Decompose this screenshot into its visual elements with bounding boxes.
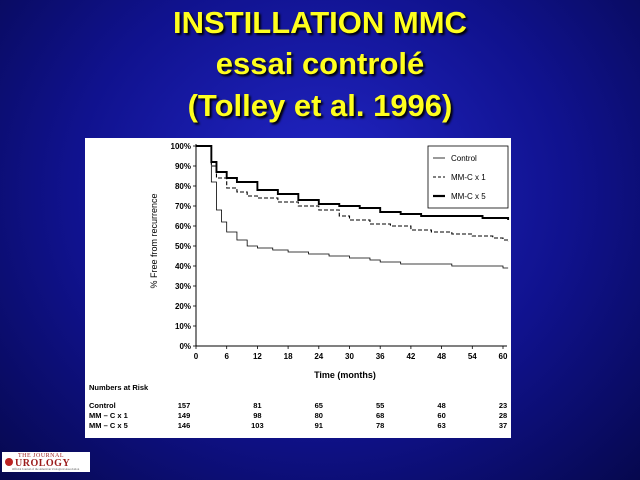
y-tick-label: 90% — [175, 162, 191, 171]
risk-row-mmc-x5-value: 63 — [437, 421, 445, 430]
risk-row-mmc-x5-value: 78 — [376, 421, 384, 430]
y-tick-label: 10% — [175, 322, 191, 331]
y-tick-label: 60% — [175, 222, 191, 231]
risk-row-control-value: 81 — [253, 401, 261, 410]
risk-row-mmc-x1-value: 98 — [253, 411, 261, 420]
risk-row-mmc-x1-value: 80 — [315, 411, 323, 420]
risk-row-mmc-x1-value: 68 — [376, 411, 384, 420]
risk-row-control-value: 65 — [315, 401, 323, 410]
risk-row-control-value: 23 — [499, 401, 507, 410]
x-tick-label: 60 — [499, 352, 508, 361]
y-axis-label: % Free from recurrence — [149, 193, 159, 288]
numbers-at-risk-table: Numbers at Risk Control 157 81 65 55 48 23 MM –… — [89, 383, 507, 430]
x-tick-label: 30 — [345, 352, 354, 361]
risk-row-mmc-x1-label: MM – C x 1 — [89, 411, 128, 420]
journal-logo-emblem-icon — [5, 458, 13, 466]
x-tick-label: 36 — [376, 352, 385, 361]
risk-row-mmc-x5-value: 91 — [315, 421, 323, 430]
risk-table-title: Numbers at Risk — [89, 383, 149, 392]
y-tick-label: 20% — [175, 302, 191, 311]
slide-title-line-1: INSTILLATION MMC — [173, 5, 467, 40]
legend-label-mmc-x5: MM-C x 5 — [451, 192, 486, 201]
journal-logo-line-3: Official Journal of the American Urologi… — [12, 467, 80, 471]
x-tick-label: 0 — [194, 352, 199, 361]
risk-row-mmc-x5-label: MM – C x 5 — [89, 421, 128, 430]
y-tick-label: 40% — [175, 262, 191, 271]
risk-row-mmc-x5-value: 146 — [178, 421, 191, 430]
legend-label-mmc-x1: MM-C x 1 — [451, 173, 486, 182]
journal-logo: THE JOURNAL UROLOGY Official Journal of … — [2, 452, 90, 472]
slide-title-line-3: (Tolley et al. 1996) — [187, 88, 453, 123]
x-axis-label: Time (months) — [314, 370, 376, 380]
legend-label-control: Control — [451, 154, 477, 163]
risk-row-control-label: Control — [89, 401, 116, 410]
slide-title-line-2: essai controlé — [215, 46, 425, 81]
y-tick-label: 80% — [175, 182, 191, 191]
x-tick-label: 18 — [284, 352, 293, 361]
series-line-control — [196, 145, 509, 269]
risk-row-control-value: 48 — [437, 401, 445, 410]
y-tick-label: 50% — [175, 242, 191, 251]
risk-row-mmc-x5-value: 37 — [499, 421, 507, 430]
risk-row-control-value: 157 — [178, 401, 191, 410]
x-tick-label: 48 — [437, 352, 446, 361]
survival-chart: 0% 10% 20% 30% 40% 50% 60% 70% 80% 90% 100% 0 6 12 18 2… — [89, 142, 510, 430]
chart-axes — [195, 144, 507, 347]
risk-row-mmc-x5-value: 103 — [251, 421, 264, 430]
x-tick-label: 6 — [224, 352, 229, 361]
y-tick-label: 30% — [175, 282, 191, 291]
risk-row-mmc-x1-value: 149 — [178, 411, 191, 420]
chart-legend: Control MM-C x 1 MM-C x 5 — [427, 145, 509, 209]
y-tick-label: 70% — [175, 202, 191, 211]
risk-row-control-value: 55 — [376, 401, 384, 410]
journal-logo-line-1: THE JOURNAL — [18, 453, 64, 459]
chart-ticks: 0% 10% 20% 30% 40% 50% 60% 70% 80% 90% 100% 0 6 12 18 2… — [171, 142, 508, 361]
series-line-mmc-x1 — [196, 145, 509, 242]
chart-series-lines — [196, 145, 510, 269]
survival-chart-figure: 0% 10% 20% 30% 40% 50% 60% 70% 80% 90% 100% 0 6 12 18 2… — [85, 138, 511, 438]
series-line-mmc-x5 — [196, 145, 510, 220]
y-tick-label: 0% — [179, 342, 191, 351]
x-tick-label: 54 — [468, 352, 477, 361]
journal-logo-line-2: UROLOGY — [15, 458, 71, 469]
x-tick-label: 42 — [406, 352, 415, 361]
risk-row-mmc-x1-value: 60 — [437, 411, 445, 420]
risk-row-mmc-x1-value: 28 — [499, 411, 507, 420]
x-tick-label: 24 — [314, 352, 323, 361]
x-tick-label: 12 — [253, 352, 262, 361]
y-tick-label: 100% — [171, 142, 191, 151]
legend-box — [427, 145, 509, 209]
